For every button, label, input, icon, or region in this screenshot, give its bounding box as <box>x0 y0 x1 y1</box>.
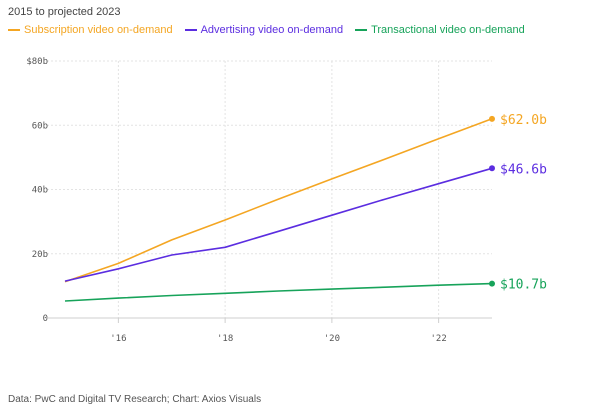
series-end-point-0 <box>489 115 495 122</box>
x-tick-label: '16 <box>110 334 126 344</box>
series-end-point-1 <box>489 165 495 172</box>
x-tick-label: '20 <box>324 334 340 344</box>
series-end-label-2: $10.7b <box>500 278 547 293</box>
series-end-label-1: $46.6b <box>500 162 547 177</box>
legend-label-transactional: Transactional video on-demand <box>371 24 525 36</box>
y-tick-label: 0 <box>43 314 48 324</box>
legend-label-advertising: Advertising video on-demand <box>200 24 344 36</box>
series-line-0 <box>64 118 493 283</box>
legend-swatch-advertising <box>184 29 197 31</box>
x-tick-label: '18 <box>217 334 233 344</box>
legend-item-advertising: Advertising video on-demand <box>184 24 344 36</box>
y-tick-label: 20b <box>32 250 48 260</box>
chart-legend: Subscription video on-demand Advertising… <box>8 24 525 36</box>
chart-subtitle: 2015 to projected 2023 <box>8 6 121 18</box>
legend-label-subscription: Subscription video on-demand <box>24 24 173 36</box>
series-line-2 <box>64 282 493 302</box>
y-tick-label: 40b <box>32 186 48 196</box>
legend-swatch-transactional <box>355 29 368 31</box>
series-end-point-2 <box>489 280 495 287</box>
legend-swatch-subscription <box>8 29 20 31</box>
y-tick-label: 60b <box>32 121 48 131</box>
series-line-1 <box>64 167 493 282</box>
chart-footer-source: Data: PwC and Digital TV Research; Chart… <box>8 394 262 405</box>
legend-item-subscription: Subscription video on-demand <box>8 24 173 36</box>
series-end-label-0: $62.0b <box>500 113 547 128</box>
x-tick-label: '22 <box>430 334 446 344</box>
y-tick-label: $80b <box>26 57 48 67</box>
legend-item-transactional: Transactional video on-demand <box>355 24 525 36</box>
